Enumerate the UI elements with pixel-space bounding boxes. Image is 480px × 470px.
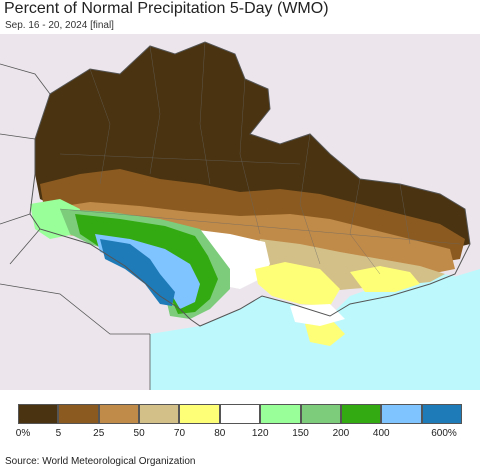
region-extremely-wet [100, 239, 175, 306]
legend-tick-label: 0% [15, 428, 31, 439]
azov-sea [330, 272, 455, 316]
legend-swatch [421, 404, 462, 424]
legend-tick-label: 70 [173, 428, 186, 439]
map-title: Percent of Normal Precipitation 5-Day (W… [4, 0, 329, 17]
legend-tick-label: 150 [292, 428, 309, 439]
ukraine-border [29, 41, 471, 327]
legend-tick-label: 80 [214, 428, 226, 439]
region-crimea-normal [290, 304, 345, 326]
legend-tick-label: 120 [251, 428, 269, 439]
map-subtitle: Sep. 16 - 20, 2024 [final] [5, 20, 114, 31]
legend-swatch [381, 404, 422, 424]
legend-tick-label: 25 [93, 428, 105, 439]
legend-swatch [58, 404, 99, 424]
region-slightly-dry-east [350, 266, 420, 292]
region-slightly-dry-south [255, 262, 340, 306]
legend-swatch [179, 404, 220, 424]
legend-tick-label: 50 [133, 428, 145, 439]
legend-swatch [139, 404, 180, 424]
legend-tick-label: 200 [332, 428, 350, 439]
legend-swatch [260, 404, 301, 424]
legend-tick-label: 5 [55, 428, 62, 439]
legend-swatch [18, 404, 59, 424]
legend-swatch [219, 404, 261, 424]
legend-swatch [340, 404, 382, 424]
source-note: Source: World Meteorological Organizatio… [5, 456, 196, 467]
country-borders [0, 63, 151, 390]
legend-swatch [300, 404, 341, 424]
region-wet-light [30, 199, 80, 239]
oblast-borders [59, 41, 461, 275]
legend-tick-label: 400 [372, 428, 390, 439]
color-legend [18, 404, 462, 424]
legend-swatch [98, 404, 140, 424]
legend-tick-label: 600% [431, 428, 457, 439]
legend-ticks: 0% 5 25 50 70 80 120 150 200 400 600% [0, 428, 480, 442]
precipitation-map [0, 34, 480, 390]
